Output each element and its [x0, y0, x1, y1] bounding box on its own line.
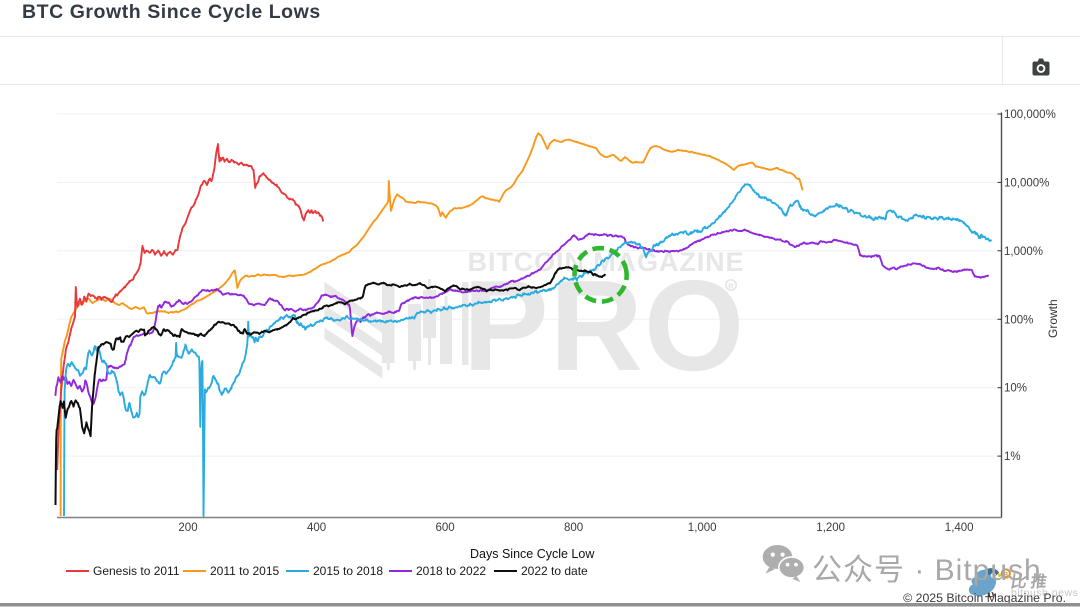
svg-text:1,000: 1,000	[688, 522, 717, 534]
svg-text:B: B	[1004, 572, 1009, 579]
svg-text:10,000%: 10,000%	[1004, 177, 1049, 189]
svg-text:1%: 1%	[1004, 451, 1021, 463]
svg-text:R: R	[728, 282, 734, 291]
svg-text:400: 400	[307, 522, 326, 534]
svg-text:800: 800	[564, 522, 583, 534]
svg-text:100%: 100%	[1004, 314, 1033, 326]
svg-text:200: 200	[178, 522, 197, 534]
svg-text:PRO: PRO	[463, 254, 746, 398]
svg-text:BITCOIN MAGAZINE: BITCOIN MAGAZINE	[468, 247, 745, 277]
svg-text:1,400: 1,400	[945, 522, 974, 534]
svg-text:1,000%: 1,000%	[1004, 246, 1043, 258]
svg-text:600: 600	[436, 522, 455, 534]
svg-text:10%: 10%	[1004, 383, 1027, 395]
svg-text:1,200: 1,200	[816, 522, 845, 534]
svg-text:100,000%: 100,000%	[1004, 109, 1056, 121]
